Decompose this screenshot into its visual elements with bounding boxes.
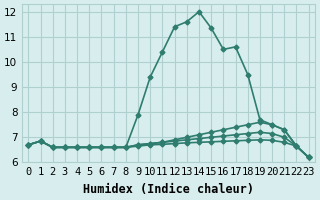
X-axis label: Humidex (Indice chaleur): Humidex (Indice chaleur) — [83, 183, 254, 196]
